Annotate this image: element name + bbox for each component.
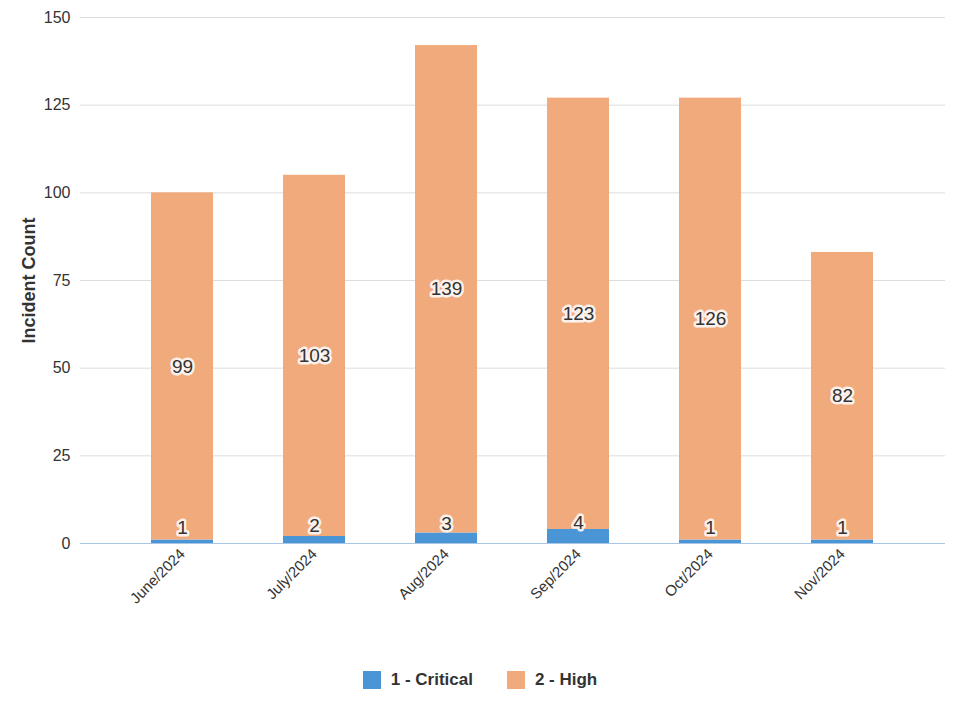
svg-text:103: 103 [299,345,331,366]
svg-text:Sep/2024: Sep/2024 [527,545,584,602]
svg-text:125: 125 [44,96,71,113]
svg-text:Aug/2024: Aug/2024 [395,545,452,602]
html-text:2 - High: 2 - High [534,670,598,689]
svg-text:1: 1 [837,517,848,538]
svg-text:100: 100 [44,184,71,201]
svg-text:82: 82 [832,385,853,406]
svg-text:150: 150 [44,9,71,26]
svg-text:Incident Count: Incident Count [19,218,39,344]
svg-text:139: 139 [431,278,463,299]
svg-text:99: 99 [172,355,193,376]
html-text:1 - Critical: 1 - Critical [390,670,473,689]
svg-text:Nov/2024: Nov/2024 [791,545,848,602]
svg-text:Oct/2024: Oct/2024 [661,545,716,600]
svg-text:2: 2 [309,515,320,536]
svg-text:123: 123 [563,303,595,324]
svg-text:July/2024: July/2024 [263,545,320,602]
svg-text:75: 75 [53,272,71,289]
svg-text:3: 3 [441,513,452,534]
svg-text:4: 4 [573,512,584,533]
svg-text:25: 25 [53,447,71,464]
svg-text:1: 1 [705,517,716,538]
svg-text:0: 0 [62,535,71,552]
svg-text:1: 1 [177,517,188,538]
svg-text:June/2024: June/2024 [126,545,188,607]
svg-text:50: 50 [53,359,71,376]
svg-text:126: 126 [695,308,727,329]
